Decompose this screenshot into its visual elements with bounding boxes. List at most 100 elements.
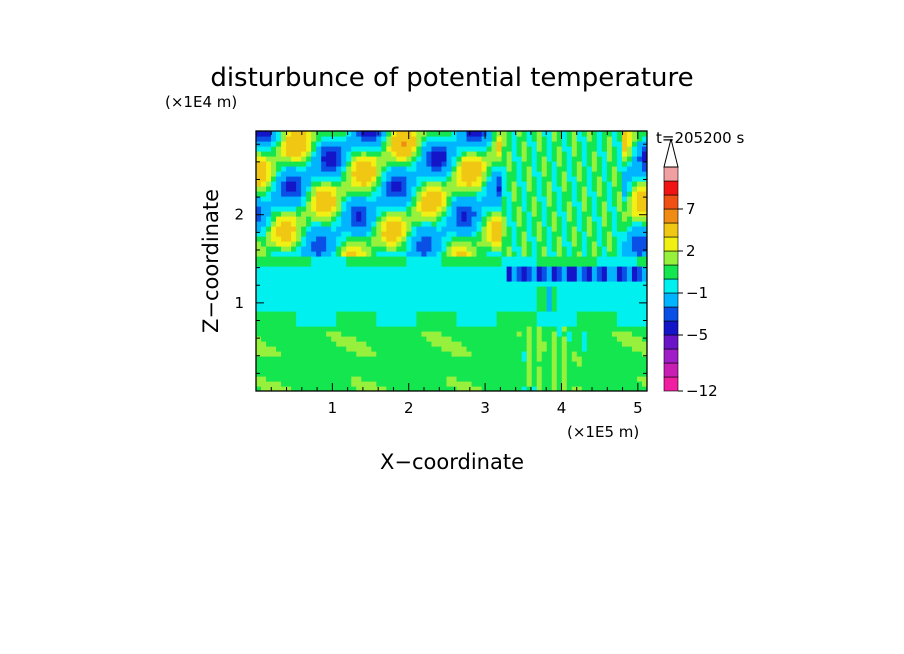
field-cell bbox=[326, 136, 332, 142]
field-cell bbox=[366, 206, 372, 212]
field-cell bbox=[536, 196, 543, 202]
field-cell bbox=[291, 371, 297, 377]
field-cell bbox=[451, 181, 458, 187]
field-cell bbox=[301, 261, 307, 267]
field-cell bbox=[381, 346, 387, 352]
field-cell bbox=[366, 221, 372, 227]
field-cell bbox=[371, 246, 377, 252]
field-cell bbox=[351, 321, 357, 327]
field-cell bbox=[391, 376, 397, 382]
field-cell bbox=[601, 316, 608, 322]
field-cell bbox=[626, 281, 633, 287]
field-cell bbox=[336, 161, 342, 167]
field-cell bbox=[596, 191, 603, 197]
field-cell bbox=[361, 336, 367, 342]
field-cell bbox=[521, 246, 528, 252]
field-cell bbox=[641, 241, 647, 247]
field-cell bbox=[491, 236, 498, 242]
field-cell bbox=[641, 176, 647, 182]
field-cell bbox=[331, 331, 337, 337]
field-cell bbox=[546, 346, 553, 352]
field-cell bbox=[381, 386, 387, 391]
field-cell bbox=[501, 211, 508, 217]
field-cell bbox=[416, 331, 423, 337]
field-cell bbox=[341, 201, 347, 207]
field-cell bbox=[556, 166, 563, 172]
field-cell bbox=[586, 271, 593, 277]
field-cell bbox=[361, 251, 367, 257]
field-cell bbox=[596, 311, 603, 317]
field-cell bbox=[516, 216, 523, 222]
field-cell bbox=[261, 326, 267, 332]
field-cell bbox=[401, 196, 407, 202]
field-cell bbox=[351, 346, 357, 352]
field-cell bbox=[331, 156, 337, 162]
field-cell bbox=[271, 341, 277, 347]
field-cell bbox=[386, 311, 392, 317]
field-cell bbox=[551, 321, 558, 327]
field-cell bbox=[426, 341, 433, 347]
field-cell bbox=[311, 141, 317, 147]
field-cell bbox=[306, 146, 312, 152]
field-cell bbox=[576, 216, 583, 222]
field-cell bbox=[351, 301, 357, 307]
field-cell bbox=[321, 201, 327, 207]
field-cell bbox=[641, 166, 647, 172]
field-cell bbox=[486, 186, 493, 192]
field-cell bbox=[586, 296, 593, 302]
field-cell bbox=[556, 186, 563, 192]
field-cell bbox=[351, 236, 357, 242]
field-cell bbox=[541, 201, 548, 207]
field-cell bbox=[351, 186, 357, 192]
field-cell bbox=[606, 351, 613, 357]
field-cell bbox=[381, 151, 387, 157]
field-cell bbox=[416, 321, 423, 327]
field-cell bbox=[371, 251, 377, 257]
field-cell bbox=[626, 221, 633, 227]
field-cell bbox=[281, 331, 287, 337]
field-cell bbox=[366, 211, 372, 217]
field-cell bbox=[551, 191, 558, 197]
field-cell bbox=[636, 251, 643, 257]
field-cell bbox=[616, 366, 623, 372]
field-cell bbox=[471, 176, 478, 182]
field-cell bbox=[366, 201, 372, 207]
field-cell bbox=[391, 186, 397, 192]
field-cell bbox=[346, 211, 352, 217]
field-cell bbox=[276, 216, 282, 222]
field-cell bbox=[356, 346, 362, 352]
field-cell bbox=[566, 291, 573, 297]
field-cell bbox=[411, 351, 418, 357]
field-cell bbox=[381, 366, 387, 372]
field-cell bbox=[476, 171, 483, 177]
field-cell bbox=[621, 231, 628, 237]
field-cell bbox=[521, 251, 528, 257]
field-cell bbox=[551, 236, 558, 242]
field-cell bbox=[361, 211, 367, 217]
field-cell bbox=[556, 256, 563, 262]
field-cell bbox=[501, 251, 508, 257]
field-cell bbox=[581, 301, 588, 307]
field-cell bbox=[366, 351, 372, 357]
field-cell bbox=[531, 171, 538, 177]
field-cell bbox=[611, 251, 618, 257]
field-cell bbox=[436, 191, 443, 197]
field-cell bbox=[611, 216, 618, 222]
field-cell bbox=[406, 346, 412, 352]
field-cell bbox=[346, 366, 352, 372]
field-cell bbox=[581, 321, 588, 327]
field-cell bbox=[281, 286, 287, 292]
field-cell bbox=[591, 291, 598, 297]
field-cell bbox=[571, 196, 578, 202]
field-cell bbox=[261, 176, 267, 182]
field-cell bbox=[581, 331, 588, 337]
field-cell bbox=[371, 171, 377, 177]
field-cell bbox=[601, 236, 608, 242]
field-cell bbox=[256, 331, 262, 337]
field-cell bbox=[421, 216, 428, 222]
field-cell bbox=[641, 376, 647, 382]
field-cell bbox=[586, 226, 593, 232]
field-cell bbox=[501, 371, 508, 377]
field-cell bbox=[451, 371, 458, 377]
field-cell bbox=[596, 156, 603, 162]
